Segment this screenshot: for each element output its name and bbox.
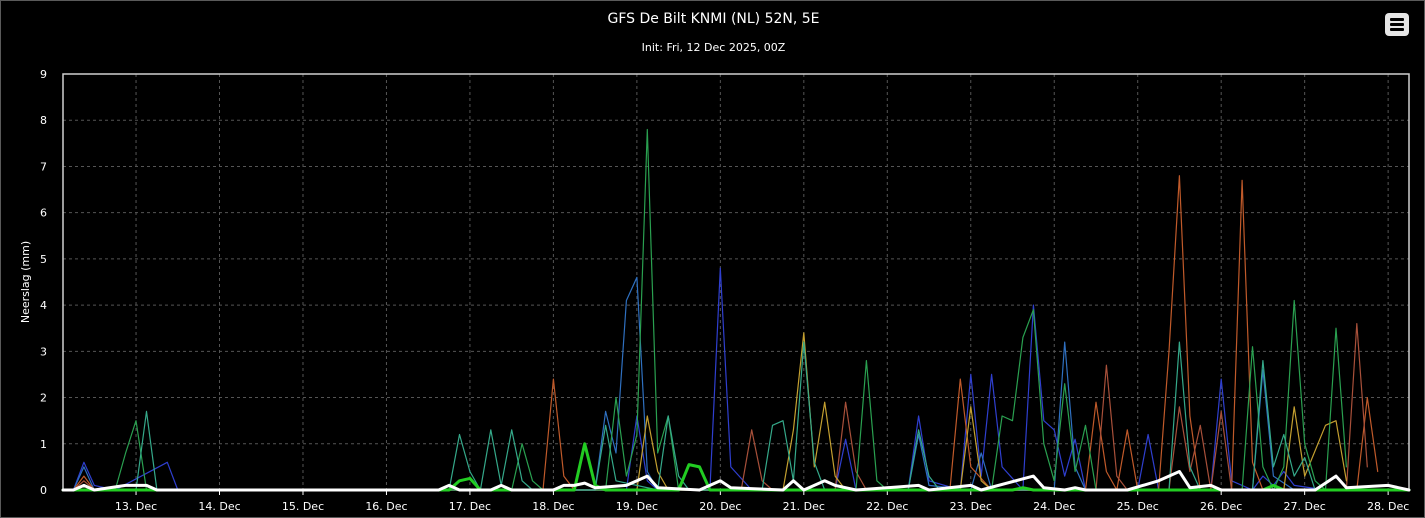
- ensemble-member-line: [114, 128, 1348, 491]
- x-tick-label: 17. Dec: [449, 500, 491, 513]
- y-tick-label: 8: [40, 114, 47, 127]
- ensemble-member-line: [72, 276, 1295, 491]
- y-tick-label: 4: [40, 299, 47, 312]
- y-tick-label: 0: [40, 484, 47, 497]
- chart-title: GFS De Bilt KNMI (NL) 52N, 5E: [607, 11, 820, 27]
- x-tick-label: 26. Dec: [1200, 500, 1242, 513]
- chart-subtitle: Init: Fri, 12 Dec 2025, 00Z: [641, 41, 786, 54]
- x-tick-label: 13. Dec: [115, 500, 157, 513]
- x-tick-label: 19. Dec: [616, 500, 658, 513]
- x-tick-label: 20. Dec: [699, 500, 741, 513]
- y-tick-label: 3: [40, 345, 47, 358]
- x-tick-label: 28. Dec: [1367, 500, 1409, 513]
- x-tick-label: 24. Dec: [1033, 500, 1075, 513]
- y-tick-label: 2: [40, 392, 47, 405]
- ensemble-member-line: [636, 332, 1348, 491]
- y-axis-label: Neerslag (mm): [19, 241, 32, 323]
- y-tick-label: 7: [40, 160, 47, 173]
- x-tick-label: 22. Dec: [866, 500, 908, 513]
- ensemble-member-line: [61, 470, 1411, 492]
- y-tick-label: 5: [40, 253, 47, 266]
- x-tick-label: 15. Dec: [282, 500, 324, 513]
- x-tick-label: 16. Dec: [365, 500, 407, 513]
- ensemble-member-line: [72, 323, 1368, 491]
- x-tick-label: 27. Dec: [1284, 500, 1326, 513]
- x-tick-label: 18. Dec: [532, 500, 574, 513]
- x-tick-label: 25. Dec: [1117, 500, 1159, 513]
- ensemble-member-line: [72, 267, 1327, 491]
- plot-area-border: [62, 73, 1410, 491]
- hamburger-menu-icon[interactable]: [1385, 13, 1409, 36]
- x-tick-label: 23. Dec: [950, 500, 992, 513]
- y-tick-label: 9: [40, 68, 47, 81]
- y-tick-label: 1: [40, 438, 47, 451]
- y-tick-label: 6: [40, 207, 47, 220]
- ensemble-member-line: [72, 175, 1379, 491]
- x-tick-label: 14. Dec: [198, 500, 240, 513]
- x-tick-label: 21. Dec: [783, 500, 825, 513]
